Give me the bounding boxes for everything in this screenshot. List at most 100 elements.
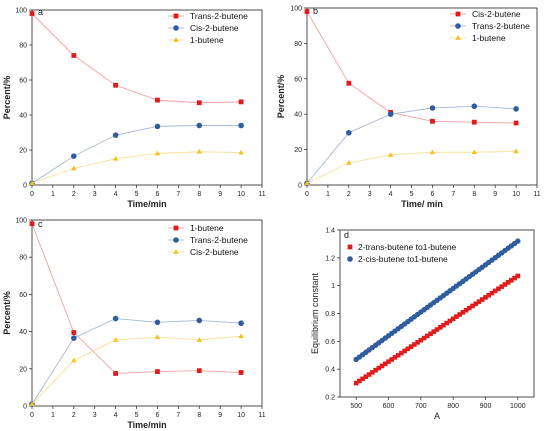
data-point <box>399 350 404 356</box>
y-tick-label: 60 <box>294 76 302 83</box>
x-tick-label: 3 <box>93 191 97 198</box>
x-tick-label: 5 <box>135 412 139 419</box>
x-tick-label: 2 <box>72 412 76 419</box>
legend-entry: Cis-2-butene <box>168 23 239 33</box>
data-point <box>29 11 35 16</box>
data-point <box>71 165 77 171</box>
y-tick-label: 0.8 <box>325 311 335 318</box>
x-tick-label: 5 <box>410 191 414 198</box>
data-point <box>444 320 449 326</box>
series-cis-2-butene <box>29 122 244 187</box>
data-point <box>467 305 472 311</box>
x-tick-label: 0 <box>30 191 34 198</box>
y-tick-label: 60 <box>19 78 27 85</box>
data-point <box>502 282 508 287</box>
legend-label: Trans-2-butene <box>190 235 248 245</box>
y-tick-label: 0 <box>298 183 302 190</box>
legend-label: Cis-2-butene <box>472 9 521 19</box>
x-tick-label: 8 <box>197 412 201 419</box>
data-point <box>357 378 362 384</box>
data-point <box>346 80 352 86</box>
data-point <box>113 371 119 376</box>
x-tick-label: 3 <box>368 191 372 198</box>
y-tick-label: 100 <box>15 218 27 225</box>
data-point <box>473 301 479 307</box>
data-point <box>513 106 519 112</box>
data-point <box>471 119 477 125</box>
x-tick-label: 600 <box>383 403 395 410</box>
legend-label: Cis-2-butene <box>190 247 239 257</box>
y-tick-label: 40 <box>294 112 302 119</box>
data-point <box>353 380 359 386</box>
data-point <box>479 297 485 302</box>
legend-label: 1-butene <box>472 33 506 43</box>
legend-marker <box>455 35 461 40</box>
data-point <box>112 132 119 138</box>
y-tick-label: 20 <box>19 148 27 155</box>
data-point <box>360 376 365 382</box>
legend-marker <box>347 256 353 262</box>
data-point <box>450 316 456 322</box>
data-point <box>509 277 514 283</box>
x-tick-label: 1000 <box>510 403 526 410</box>
x-tick-label: 7 <box>451 191 455 198</box>
y-tick-label: 0 <box>23 183 27 190</box>
chart-panel-c: 0 1 2 3 4 5 6 7 8 9 10 11 0 20 40 60 80 100 Time/min Percen… <box>2 218 266 431</box>
data-point <box>154 150 161 156</box>
x-tick-label: 800 <box>447 403 459 410</box>
data-point <box>112 337 119 342</box>
series-line <box>31 151 242 184</box>
x-tick-label: 11 <box>258 412 265 419</box>
data-point <box>387 152 394 157</box>
data-point <box>363 374 369 379</box>
x-tick-label: 8 <box>472 191 476 198</box>
chart-panel-d: 500 600 700 800 900 1000 0.2 0.4 0.6 0.8 1 1.2 1.4 A E… <box>310 228 535 421</box>
data-point <box>389 357 395 362</box>
data-point <box>513 148 519 154</box>
data-point <box>304 9 310 14</box>
series-line <box>31 335 242 405</box>
data-point <box>418 337 424 343</box>
x-tick-label: 5 <box>135 191 139 198</box>
legend-marker <box>173 225 179 231</box>
y-tick-label: 1.4 <box>325 228 335 235</box>
data-point <box>489 290 495 296</box>
data-point <box>154 123 161 130</box>
x-tick-label: 9 <box>493 191 497 198</box>
x-tick-label: 4 <box>389 191 393 198</box>
legend-entry: 2-trans-butene to1-butene <box>347 242 457 252</box>
y-tick-label: 40 <box>19 329 27 336</box>
data-point <box>196 100 202 106</box>
data-point <box>71 330 77 335</box>
x-tick-label: 1 <box>51 191 55 198</box>
panel-label: b <box>313 6 318 16</box>
plot-frame <box>306 7 538 186</box>
x-tick-label: 6 <box>156 412 160 419</box>
data-point <box>496 286 501 292</box>
legend-label: 1-butene <box>190 223 224 233</box>
legend-entry: Cis-2-butene <box>168 247 239 257</box>
data-point <box>499 284 504 289</box>
data-point <box>415 340 420 345</box>
legend-entry: Cis-2-butene <box>450 9 521 19</box>
y-axis-label: Equilibrium constant <box>310 272 320 354</box>
legend-label: Trans-2-butene <box>472 21 530 31</box>
legend-marker <box>173 237 179 243</box>
x-tick-label: 10 <box>237 191 245 198</box>
data-point <box>196 317 203 324</box>
data-point <box>483 295 488 300</box>
y-tick-label: 100 <box>290 6 302 13</box>
data-point <box>457 312 462 317</box>
y-tick-label: 80 <box>294 41 302 48</box>
data-point <box>431 329 437 334</box>
x-tick-label: 7 <box>176 412 180 419</box>
data-point <box>71 153 77 159</box>
data-point <box>471 103 478 110</box>
data-point <box>238 149 244 155</box>
data-point <box>71 53 77 58</box>
x-tick-label: 11 <box>258 191 265 198</box>
x-tick-label: 0 <box>30 412 34 419</box>
data-point <box>155 97 160 103</box>
series-2-cis-butene-to1-butene <box>353 238 521 363</box>
